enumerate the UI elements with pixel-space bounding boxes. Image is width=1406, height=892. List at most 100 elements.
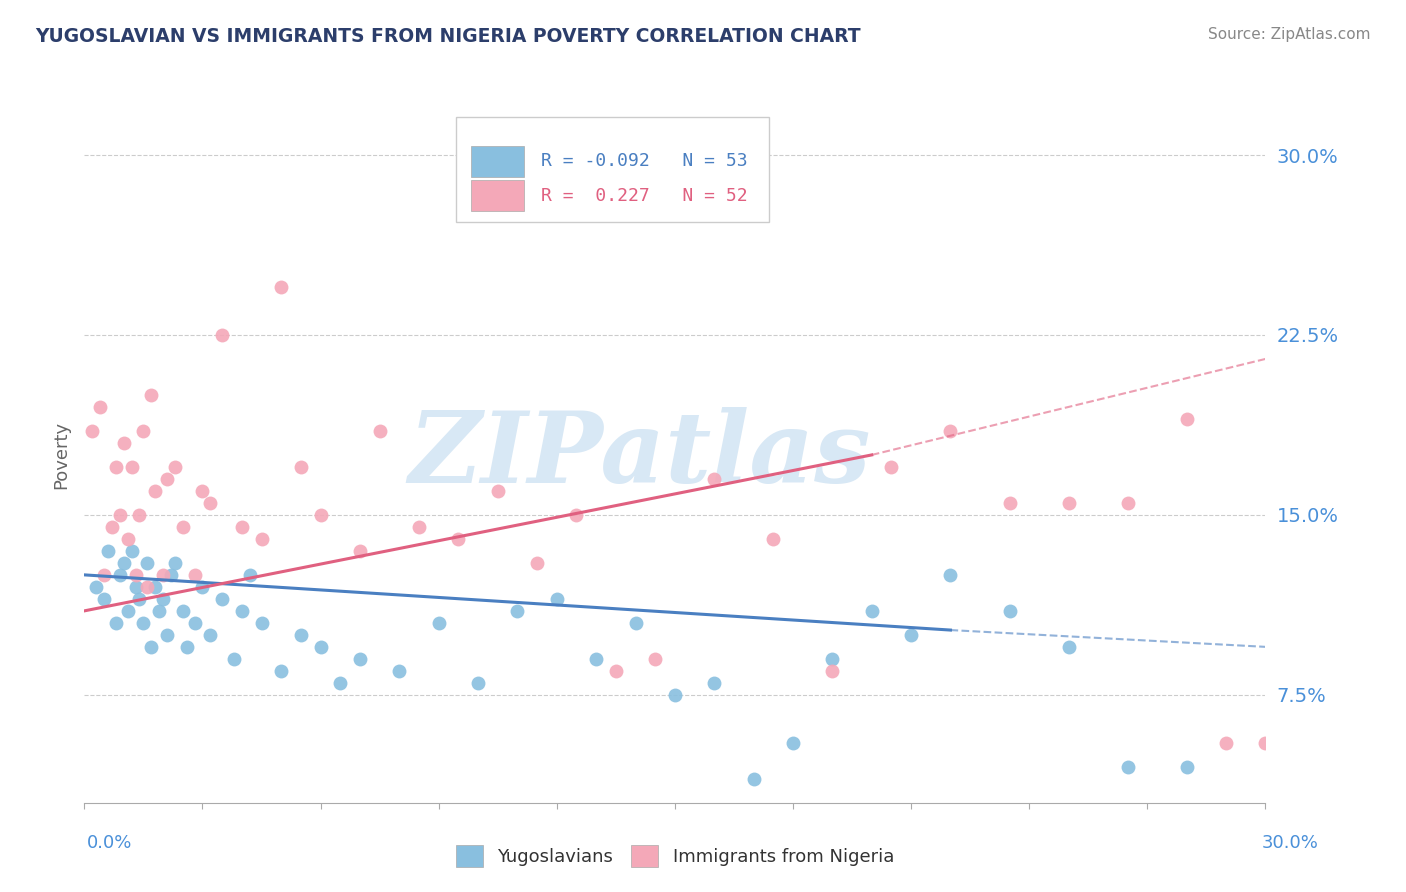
- Point: [152, 591, 174, 606]
- Point: [121, 459, 143, 474]
- Point: [172, 520, 194, 534]
- Point: [143, 483, 166, 498]
- Point: [128, 508, 150, 522]
- Point: [644, 652, 666, 666]
- Point: [124, 580, 146, 594]
- Point: [349, 544, 371, 558]
- Point: [546, 591, 568, 606]
- Point: [104, 459, 127, 474]
- Legend: Yugoslavians, Immigrants from Nigeria: Yugoslavians, Immigrants from Nigeria: [449, 838, 901, 874]
- Point: [270, 664, 292, 678]
- Point: [112, 556, 135, 570]
- Point: [526, 556, 548, 570]
- Point: [998, 496, 1021, 510]
- Point: [82, 424, 104, 438]
- Point: [860, 604, 883, 618]
- Point: [211, 591, 233, 606]
- Point: [388, 664, 411, 678]
- Text: YUGOSLAVIAN VS IMMIGRANTS FROM NIGERIA POVERTY CORRELATION CHART: YUGOSLAVIAN VS IMMIGRANTS FROM NIGERIA P…: [35, 27, 860, 45]
- Point: [1175, 412, 1198, 426]
- Point: [880, 459, 903, 474]
- Point: [183, 567, 205, 582]
- Point: [132, 424, 155, 438]
- Point: [191, 580, 214, 594]
- Point: [664, 688, 686, 702]
- Point: [128, 591, 150, 606]
- Point: [84, 580, 107, 594]
- Point: [1215, 736, 1237, 750]
- Point: [309, 640, 332, 654]
- Point: [108, 567, 131, 582]
- Point: [160, 567, 183, 582]
- Point: [156, 628, 179, 642]
- Point: [821, 652, 844, 666]
- Point: [250, 532, 273, 546]
- Point: [121, 544, 143, 558]
- Y-axis label: Poverty: Poverty: [52, 421, 70, 489]
- FancyBboxPatch shape: [457, 118, 769, 222]
- Text: 0.0%: 0.0%: [87, 834, 132, 852]
- Point: [1057, 640, 1080, 654]
- Point: [148, 604, 170, 618]
- Point: [93, 591, 115, 606]
- Point: [309, 508, 332, 522]
- Point: [782, 736, 804, 750]
- Text: 30.0%: 30.0%: [1263, 834, 1319, 852]
- Point: [703, 676, 725, 690]
- Text: R =  0.227   N = 52: R = 0.227 N = 52: [541, 186, 748, 205]
- Point: [900, 628, 922, 642]
- Point: [136, 556, 159, 570]
- Point: [368, 424, 391, 438]
- Point: [1116, 496, 1139, 510]
- Point: [427, 615, 450, 630]
- Point: [117, 604, 139, 618]
- Point: [1116, 760, 1139, 774]
- Point: [998, 604, 1021, 618]
- Point: [104, 615, 127, 630]
- Point: [703, 472, 725, 486]
- Point: [447, 532, 470, 546]
- Point: [152, 567, 174, 582]
- Point: [136, 580, 159, 594]
- Point: [101, 520, 124, 534]
- Point: [89, 400, 111, 414]
- Point: [585, 652, 607, 666]
- Point: [1254, 736, 1277, 750]
- Point: [222, 652, 245, 666]
- Point: [176, 640, 198, 654]
- Point: [108, 508, 131, 522]
- Point: [143, 580, 166, 594]
- Point: [939, 424, 962, 438]
- Point: [231, 604, 253, 618]
- Point: [565, 508, 588, 522]
- Point: [172, 604, 194, 618]
- Text: R = -0.092   N = 53: R = -0.092 N = 53: [541, 153, 748, 170]
- Point: [200, 496, 222, 510]
- Point: [112, 436, 135, 450]
- Point: [270, 280, 292, 294]
- Point: [250, 615, 273, 630]
- Point: [624, 615, 647, 630]
- Point: [290, 459, 312, 474]
- Point: [329, 676, 352, 690]
- Point: [742, 772, 765, 786]
- Point: [408, 520, 430, 534]
- Point: [239, 567, 262, 582]
- Point: [506, 604, 529, 618]
- Point: [124, 567, 146, 582]
- Point: [132, 615, 155, 630]
- Point: [163, 459, 186, 474]
- Point: [93, 567, 115, 582]
- Point: [141, 388, 163, 402]
- Text: ZIPatlas: ZIPatlas: [408, 407, 870, 503]
- Point: [156, 472, 179, 486]
- Point: [1175, 760, 1198, 774]
- Point: [231, 520, 253, 534]
- Point: [467, 676, 489, 690]
- Point: [191, 483, 214, 498]
- Point: [211, 328, 233, 343]
- Point: [486, 483, 509, 498]
- Point: [200, 628, 222, 642]
- Text: Source: ZipAtlas.com: Source: ZipAtlas.com: [1208, 27, 1371, 42]
- Point: [163, 556, 186, 570]
